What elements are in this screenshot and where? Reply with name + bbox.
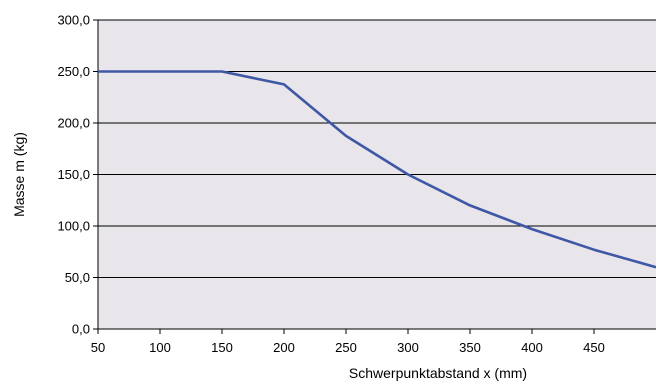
x-tick-label: 300 — [397, 340, 419, 355]
series-line — [98, 70, 656, 269]
x-axis-label: Schwerpunktabstand x (mm) — [349, 365, 527, 381]
series-group — [98, 70, 656, 269]
x-tick-label: 100 — [149, 340, 171, 355]
y-tick-label: 50,0 — [65, 270, 90, 285]
x-tick-label: 450 — [583, 340, 605, 355]
x-tick-label: 200 — [273, 340, 295, 355]
x-tick-label: 150 — [211, 340, 233, 355]
y-tick-label: 250,0 — [57, 64, 90, 79]
x-tick-label: 250 — [335, 340, 357, 355]
x-tick-label: 350 — [459, 340, 481, 355]
y-tick-label: 0,0 — [72, 322, 90, 337]
y-tick-label: 150,0 — [57, 167, 90, 182]
y-tick-label: 200,0 — [57, 116, 90, 131]
y-axis-label: Masse m (kg) — [11, 132, 27, 217]
tick-labels: 0,0 50,0 100,0 150,0 200,0 250,0 300,0 50 100 150… — [57, 13, 604, 356]
x-tick-label: 400 — [521, 340, 543, 355]
y-tick-label: 300,0 — [57, 13, 90, 28]
gridlines — [98, 19, 656, 278]
x-tick-label: 50 — [91, 340, 105, 355]
y-tick-label: 100,0 — [57, 219, 90, 234]
